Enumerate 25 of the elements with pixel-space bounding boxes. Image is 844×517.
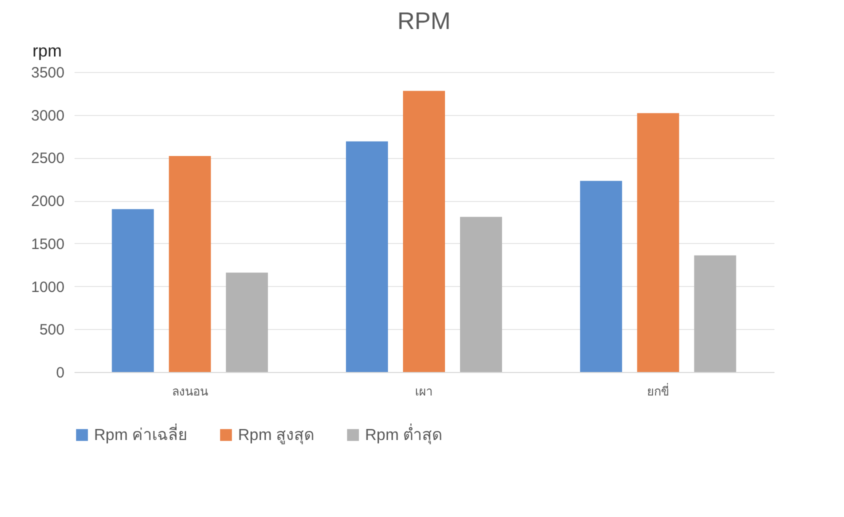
y-axis-title: rpm: [32, 42, 62, 60]
bar: [168, 156, 211, 372]
y-tick-label: 2000: [31, 193, 64, 210]
bar: [637, 113, 680, 372]
y-tick-label: 3000: [31, 107, 64, 124]
y-tick-label: 0: [56, 364, 64, 382]
bar: [403, 90, 445, 372]
bar: [226, 272, 268, 372]
legend-label: Rpm สูงสุด: [238, 427, 314, 445]
bar: [580, 180, 622, 372]
y-tick-label: 1500: [31, 236, 64, 253]
x-tick-label: เผา: [415, 384, 433, 398]
y-tick-label: 1000: [31, 278, 64, 296]
bar: [460, 216, 502, 372]
y-tick-label: 3500: [31, 64, 64, 82]
legend-label: Rpm ต่ำสุด: [365, 423, 442, 445]
y-tick-label: 2500: [31, 150, 64, 168]
bar: [112, 209, 154, 372]
bar: [694, 255, 736, 372]
y-tick-label: 500: [39, 322, 64, 339]
x-tick-label: ลงนอน: [172, 384, 208, 398]
legend-label: Rpm ค่าเฉลี่ย: [94, 423, 188, 444]
x-tick-label: ยกขี่: [647, 382, 670, 398]
bar: [346, 141, 388, 372]
chart-title: RPM: [397, 8, 451, 35]
